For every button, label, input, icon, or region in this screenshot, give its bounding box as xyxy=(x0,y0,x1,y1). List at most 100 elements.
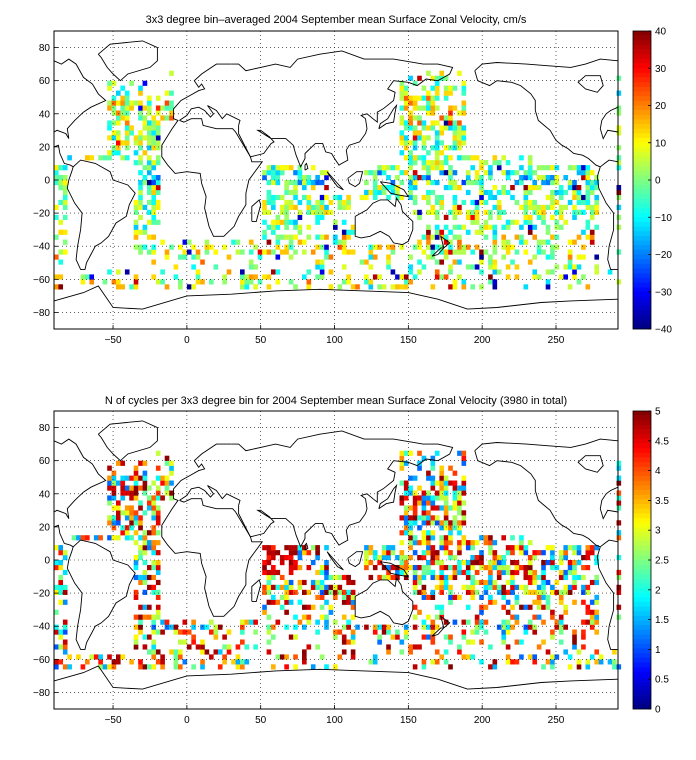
data-cell xyxy=(275,584,281,590)
data-cell xyxy=(448,525,453,531)
data-cell xyxy=(288,569,294,576)
data-cell xyxy=(492,239,498,245)
data-cell xyxy=(324,170,329,176)
coastline xyxy=(231,430,454,548)
data-cell xyxy=(155,604,161,610)
data-cell xyxy=(426,540,431,546)
data-cell xyxy=(443,510,449,516)
colorbar-step xyxy=(633,324,651,330)
data-cell xyxy=(417,644,422,650)
data-cell xyxy=(426,100,431,106)
colorbar-step xyxy=(633,82,651,88)
data-cell xyxy=(333,629,338,635)
data-cell xyxy=(567,589,573,595)
data-cell xyxy=(399,95,405,101)
data-cell xyxy=(421,540,427,546)
data-cell xyxy=(386,165,391,171)
colorbar-step xyxy=(633,597,651,603)
colorbar-tick-label: 3.5 xyxy=(655,496,669,507)
data-cell xyxy=(448,170,453,176)
data-cell xyxy=(124,105,130,111)
colorbar-step xyxy=(633,301,651,307)
coastline xyxy=(600,159,619,168)
data-cell xyxy=(288,204,294,210)
data-cell xyxy=(333,194,338,201)
data-cell xyxy=(107,100,112,106)
data-cell xyxy=(310,584,316,590)
colorbar-tick-label: 1 xyxy=(655,645,661,656)
data-cell xyxy=(129,130,134,136)
data-cell xyxy=(85,274,90,280)
data-cell xyxy=(532,269,538,275)
data-cell xyxy=(62,649,68,655)
data-cell xyxy=(474,219,480,225)
data-cell xyxy=(58,165,64,171)
data-cell xyxy=(536,244,542,250)
data-cell xyxy=(293,589,298,595)
data-cell xyxy=(346,639,351,645)
data-cell xyxy=(62,619,68,625)
data-cell xyxy=(434,80,440,86)
data-cell xyxy=(412,80,418,86)
data-cell xyxy=(616,279,622,285)
data-cell xyxy=(399,120,405,126)
data-cell xyxy=(319,565,325,571)
data-cell xyxy=(377,189,382,196)
data-cell xyxy=(479,555,484,561)
data-cell xyxy=(536,209,542,215)
data-cell xyxy=(200,624,205,630)
data-cell xyxy=(417,209,422,215)
data-cell xyxy=(164,475,170,481)
data-cell xyxy=(138,170,143,176)
data-cell xyxy=(395,175,400,181)
colorbar-step xyxy=(633,124,651,130)
data-cell xyxy=(421,624,427,630)
data-cell xyxy=(390,545,396,551)
data-cell xyxy=(186,629,192,635)
data-cell xyxy=(62,204,68,210)
data-cell xyxy=(155,130,161,136)
data-cell xyxy=(550,584,555,590)
data-cell xyxy=(439,274,445,280)
data-cell xyxy=(151,584,157,590)
data-cell xyxy=(434,224,440,230)
data-cell xyxy=(421,194,427,201)
data-cell xyxy=(417,239,422,245)
data-cell xyxy=(364,274,369,280)
data-cell xyxy=(519,654,524,660)
data-cell xyxy=(204,239,210,245)
data-cell xyxy=(519,565,524,571)
data-cell xyxy=(58,634,64,640)
data-cell xyxy=(523,545,529,551)
data-cell xyxy=(492,234,498,240)
data-cell xyxy=(594,629,600,635)
data-cell xyxy=(554,165,560,171)
data-cell xyxy=(457,644,462,650)
data-cell xyxy=(510,569,515,576)
data-cell xyxy=(536,204,542,210)
data-cell xyxy=(186,249,192,255)
colorbar-step xyxy=(633,189,651,195)
y-tick-label: 0 xyxy=(44,556,50,567)
data-cell xyxy=(293,550,298,556)
data-cell xyxy=(129,520,134,526)
data-cell xyxy=(293,614,298,620)
data-cell xyxy=(178,284,183,290)
data-cell xyxy=(461,80,467,86)
data-cell xyxy=(275,219,281,225)
data-cell xyxy=(474,180,480,186)
data-cell xyxy=(275,175,281,181)
data-cell xyxy=(178,279,183,285)
data-cell xyxy=(399,500,405,506)
data-cell xyxy=(536,239,542,245)
data-cell xyxy=(417,155,422,161)
data-cell xyxy=(443,115,449,121)
data-cell xyxy=(297,619,303,625)
data-cell xyxy=(129,505,134,511)
y-tick-label: 20 xyxy=(39,142,51,153)
data-cell xyxy=(133,465,139,471)
data-cell xyxy=(616,90,622,96)
data-cell xyxy=(62,194,68,201)
data-cell xyxy=(430,480,436,486)
